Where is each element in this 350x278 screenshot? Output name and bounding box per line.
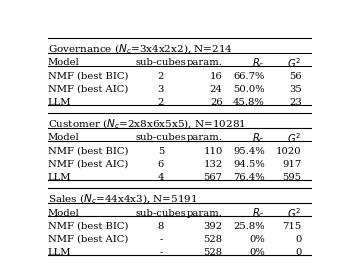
Text: -: - — [159, 235, 163, 244]
Text: 76.4%: 76.4% — [233, 173, 265, 182]
Text: 95.4%: 95.4% — [233, 147, 265, 156]
Text: LLM: LLM — [48, 173, 71, 182]
Text: 0%: 0% — [249, 248, 265, 257]
Text: 595: 595 — [282, 173, 302, 182]
Text: 5: 5 — [158, 147, 164, 156]
Text: $G^2$: $G^2$ — [287, 131, 302, 145]
Text: NMF (best AIC): NMF (best AIC) — [48, 160, 128, 169]
Text: Customer ($N_c$=2x8x6x5x5), N=10281: Customer ($N_c$=2x8x6x5x5), N=10281 — [48, 118, 245, 131]
Text: 132: 132 — [203, 160, 223, 169]
Text: 8: 8 — [158, 222, 164, 231]
Text: 24: 24 — [210, 85, 223, 94]
Text: 0%: 0% — [249, 235, 265, 244]
Text: Model: Model — [48, 58, 79, 68]
Text: 6: 6 — [158, 160, 164, 169]
Text: 917: 917 — [282, 160, 302, 169]
Text: NMF (best BIC): NMF (best BIC) — [48, 222, 128, 231]
Text: 2: 2 — [158, 98, 164, 107]
Text: $R_c$: $R_c$ — [252, 131, 265, 145]
Text: param.: param. — [187, 133, 223, 143]
Text: sub-cubes: sub-cubes — [135, 208, 186, 217]
Text: 110: 110 — [203, 147, 223, 156]
Text: Sales ($N_c$=44x4x3), N=5191: Sales ($N_c$=44x4x3), N=5191 — [48, 193, 197, 206]
Text: 3: 3 — [158, 85, 164, 94]
Text: NMF (best BIC): NMF (best BIC) — [48, 147, 128, 156]
Text: 66.7%: 66.7% — [233, 71, 265, 81]
Text: 715: 715 — [282, 222, 302, 231]
Text: 94.5%: 94.5% — [233, 160, 265, 169]
Text: NMF (best AIC): NMF (best AIC) — [48, 85, 128, 94]
Text: sub-cubes: sub-cubes — [135, 58, 186, 68]
Text: 1020: 1020 — [276, 147, 302, 156]
Text: 25.8%: 25.8% — [233, 222, 265, 231]
Text: 45.8%: 45.8% — [233, 98, 265, 107]
Text: 26: 26 — [210, 98, 223, 107]
Text: NMF (best BIC): NMF (best BIC) — [48, 71, 128, 81]
Text: 0: 0 — [295, 235, 302, 244]
Text: param.: param. — [187, 58, 223, 68]
Text: -: - — [159, 248, 163, 257]
Text: 50.0%: 50.0% — [233, 85, 265, 94]
Text: Model: Model — [48, 133, 79, 143]
Text: NMF (best AIC): NMF (best AIC) — [48, 235, 128, 244]
Text: LLM: LLM — [48, 98, 71, 107]
Text: 2: 2 — [158, 71, 164, 81]
Text: Model: Model — [48, 208, 79, 217]
Text: 56: 56 — [289, 71, 302, 81]
Text: 16: 16 — [210, 71, 223, 81]
Text: 567: 567 — [204, 173, 223, 182]
Text: 35: 35 — [289, 85, 302, 94]
Text: 528: 528 — [203, 235, 223, 244]
Text: $G^2$: $G^2$ — [287, 56, 302, 70]
Text: $R_c$: $R_c$ — [252, 206, 265, 220]
Text: 0: 0 — [295, 248, 302, 257]
Text: $R_c$: $R_c$ — [252, 56, 265, 70]
Text: 23: 23 — [289, 98, 302, 107]
Text: 528: 528 — [203, 248, 223, 257]
Text: $G^2$: $G^2$ — [287, 206, 302, 220]
Text: param.: param. — [187, 208, 223, 217]
Text: Governance ($N_c$=3x4x2x2), N=214: Governance ($N_c$=3x4x2x2), N=214 — [48, 43, 232, 56]
Text: 392: 392 — [203, 222, 223, 231]
Text: 4: 4 — [158, 173, 164, 182]
Text: LLM: LLM — [48, 248, 71, 257]
Text: sub-cubes: sub-cubes — [135, 133, 186, 143]
